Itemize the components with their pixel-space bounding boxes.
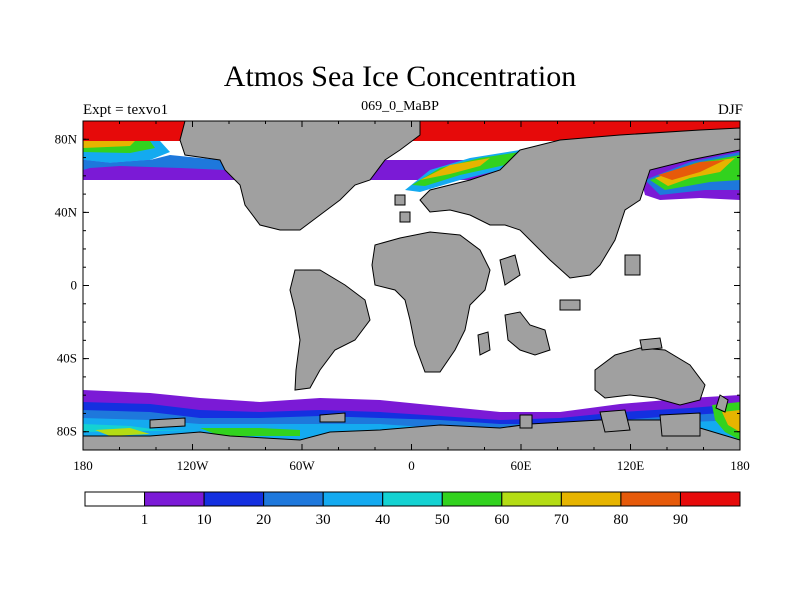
x-tick-label: 120E [617,458,645,473]
colorbar-swatch [144,491,205,507]
x-tick-label: 180 [73,458,93,473]
x-tick-label: 180 [730,458,750,473]
y-tick-label: 80S [57,424,77,439]
x-axis-ticks: 180 120W 60W 0 60E 120E 180 [73,121,750,473]
x-tick-label: 120W [177,458,210,473]
y-tick-label: 80N [55,131,78,146]
x-tick-label: 60E [511,458,532,473]
colorbar-swatch [322,491,384,507]
colorbar-swatch [84,491,146,507]
colorbar-label: 1 [141,512,149,528]
colorbar-label: 80 [613,512,628,528]
colorbar-swatch [679,491,741,507]
colorbar-label: 20 [256,512,271,528]
y-tick-label: 0 [71,278,78,293]
colorbar-swatch [501,491,562,507]
colorbar-swatch [620,491,681,507]
y-axis-ticks: 80N 40N 0 40S 80S [55,131,740,439]
colorbar-swatch [441,491,503,507]
map-subtitle: 069_0_MaBP [361,99,439,114]
land-masses [83,121,740,450]
colorbar-swatch [263,491,324,507]
colorbar-label: 50 [435,512,450,528]
y-tick-label: 40N [55,204,78,219]
colorbar-swatch [382,491,443,507]
colorbar-label: 70 [554,512,569,528]
colorbar-label: 10 [197,512,212,528]
colorbar-label: 30 [316,512,331,528]
colorbar-swatch [560,491,622,507]
colorbar-label: 40 [375,512,390,528]
colorbar-label: 60 [494,512,509,528]
map-title: Atmos Sea Ice Concentration [223,60,577,93]
colorbar-label: 90 [673,512,688,528]
colorbar: 1 10 20 30 40 50 60 70 80 90 [84,491,741,528]
x-tick-label: 60W [289,458,315,473]
experiment-label: Expt = texvo1 [83,102,169,118]
x-tick-label: 0 [408,458,415,473]
season-label: DJF [717,102,743,118]
colorbar-swatch [203,491,265,507]
y-tick-label: 40S [57,351,77,366]
